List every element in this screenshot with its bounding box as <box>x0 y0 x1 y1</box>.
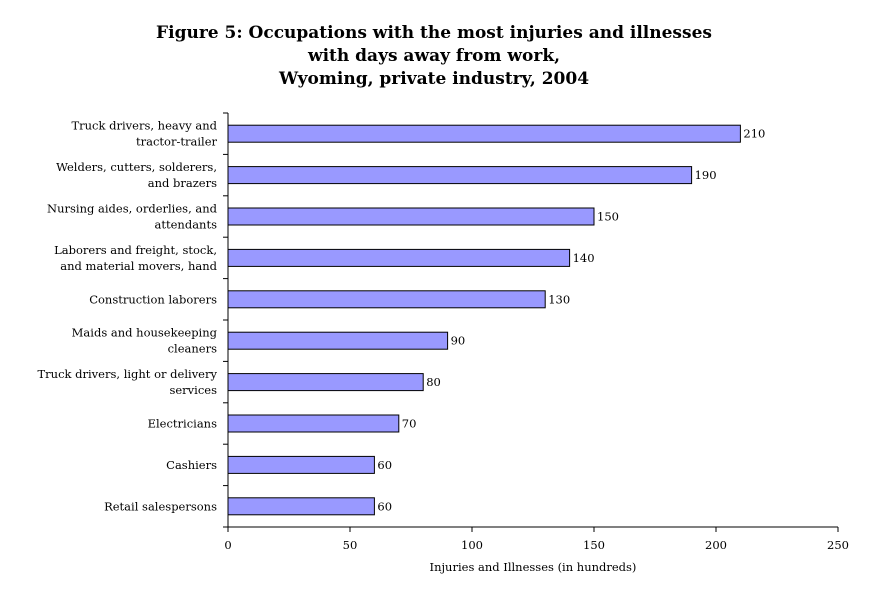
chart-title-line: with days away from work, <box>307 46 560 66</box>
category-label: Retail salespersons <box>104 499 217 513</box>
data-label: 140 <box>573 251 595 265</box>
chart-title: Figure 5: Occupations with the most inju… <box>156 23 712 89</box>
category-label: Maids and housekeeping <box>72 326 218 340</box>
chart-category-labels: Truck drivers, heavy and tractor-trailer W… <box>38 119 218 514</box>
data-label: 90 <box>451 334 466 348</box>
chart-title-line: Figure 5: Occupations with the most inju… <box>156 23 712 43</box>
category-label: Truck drivers, heavy and <box>71 119 217 133</box>
bar <box>227 414 400 433</box>
bar <box>227 124 741 143</box>
bar <box>227 207 595 226</box>
bar <box>227 455 375 474</box>
chart-axes: 0 50 100 150 200 250 <box>223 112 849 552</box>
category-label: and material movers, hand <box>60 259 217 273</box>
data-label: 210 <box>743 127 765 141</box>
chart-bars: 210 190 150 140 130 90 80 70 60 60 <box>227 124 765 516</box>
category-label: attendants <box>155 218 218 232</box>
category-label: Laborers and freight, stock, <box>54 243 217 257</box>
category-label: Nursing aides, orderlies, and <box>47 202 218 216</box>
bar <box>227 373 424 392</box>
x-tick-label: 0 <box>224 538 231 552</box>
data-label: 70 <box>402 417 417 431</box>
x-tick-label: 100 <box>461 538 483 552</box>
x-axis-title: Injuries and Illnesses (in hundreds) <box>430 560 637 574</box>
x-tick-label: 250 <box>827 538 849 552</box>
bar <box>227 497 375 516</box>
category-label: tractor-trailer <box>136 135 217 149</box>
x-tick-label: 200 <box>705 538 727 552</box>
category-label: cleaners <box>168 342 217 356</box>
category-label: Electricians <box>148 417 217 431</box>
bar <box>227 248 571 267</box>
category-label: Truck drivers, light or delivery <box>38 367 218 381</box>
bar <box>227 331 449 350</box>
bar <box>227 290 546 309</box>
category-label: and brazers <box>148 176 217 190</box>
category-label: Construction laborers <box>89 292 217 306</box>
data-label: 60 <box>377 499 392 513</box>
chart-title-line: Wyoming, private industry, 2004 <box>278 69 589 89</box>
data-label: 150 <box>597 210 619 224</box>
data-label: 80 <box>426 375 441 389</box>
category-label: Cashiers <box>166 458 217 472</box>
x-tick-label: 150 <box>583 538 605 552</box>
data-label: 130 <box>548 292 570 306</box>
bar <box>227 166 693 185</box>
data-label: 190 <box>695 168 717 182</box>
category-label: Welders, cutters, solderers, <box>56 160 217 174</box>
data-label: 60 <box>377 458 392 472</box>
category-label: services <box>169 383 217 397</box>
x-tick-label: 50 <box>343 538 358 552</box>
